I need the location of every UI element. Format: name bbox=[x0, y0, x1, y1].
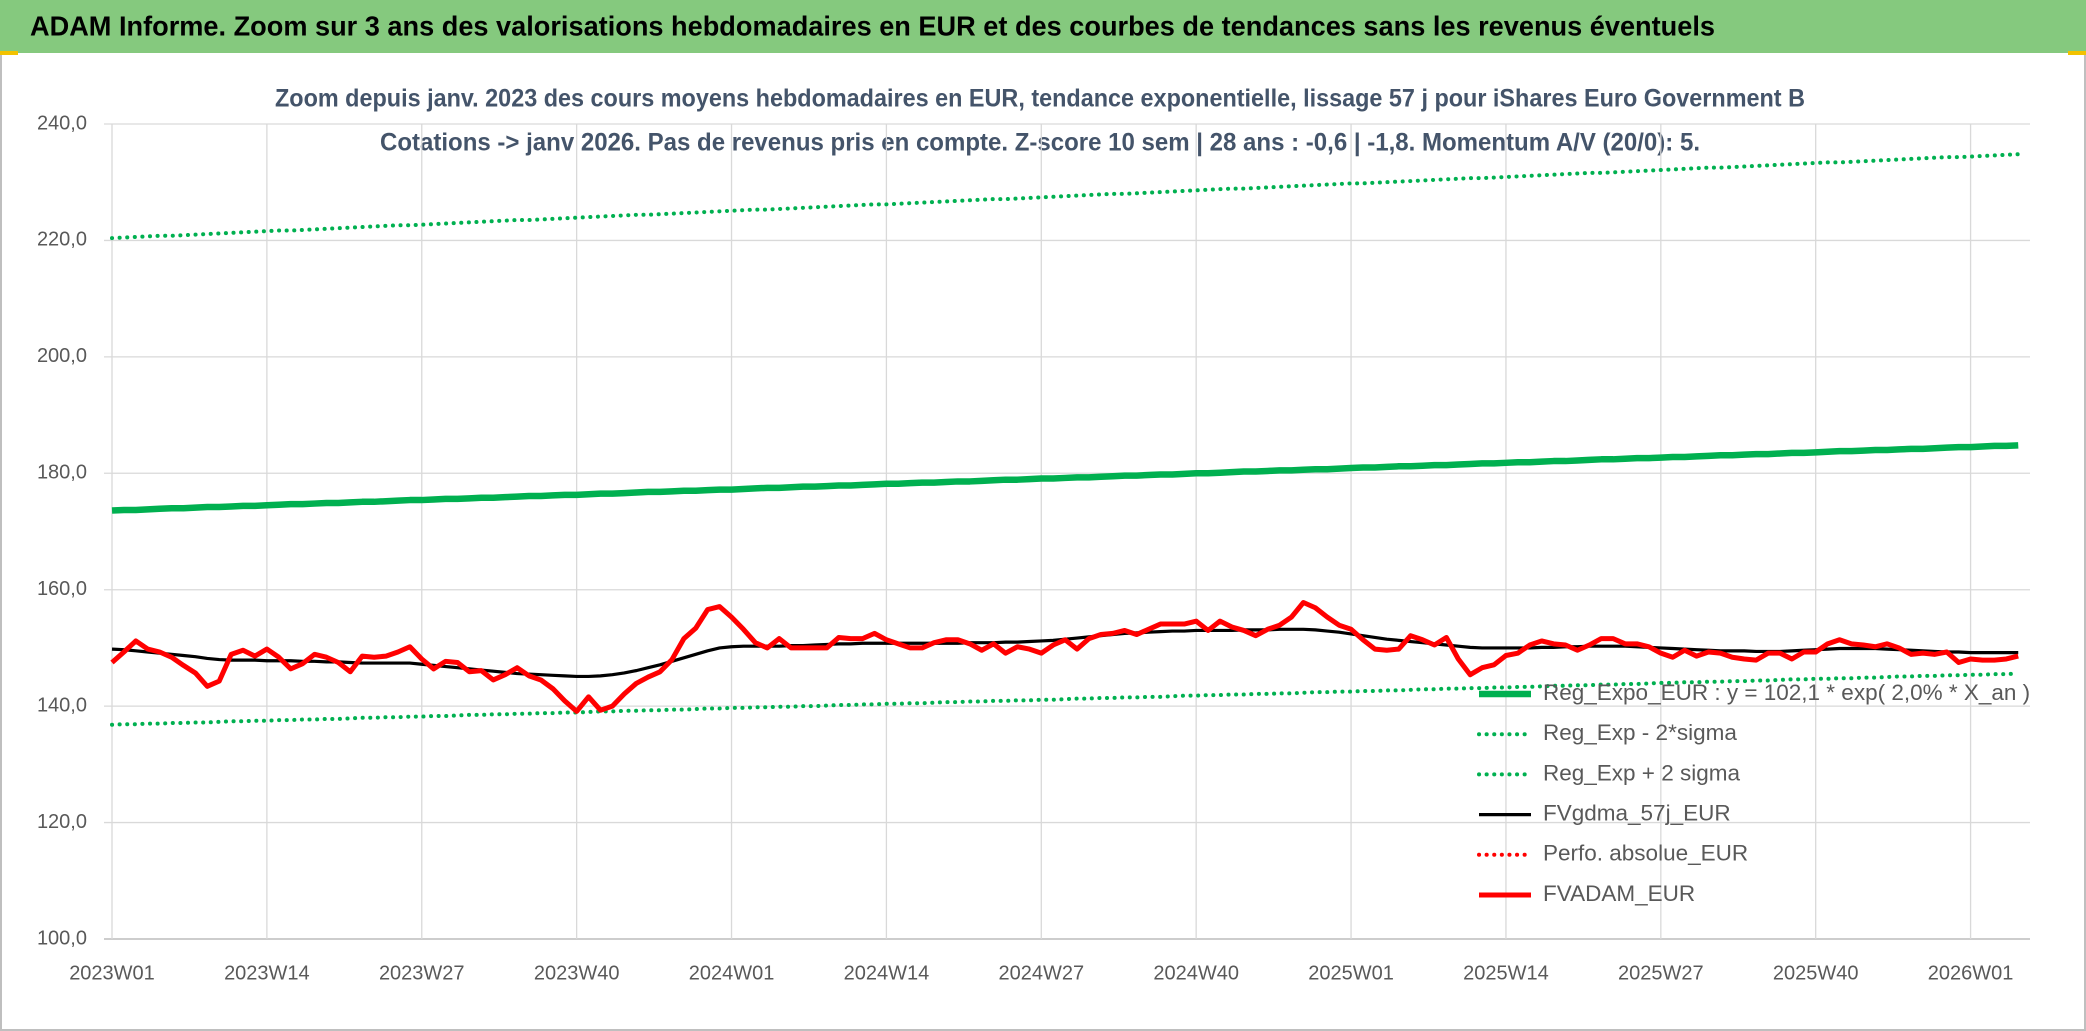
corner-accent bbox=[2068, 51, 2086, 55]
x-tick-label: 2025W14 bbox=[1463, 962, 1549, 984]
x-tick-label: 2024W40 bbox=[1153, 962, 1239, 984]
x-tick-label: 2025W01 bbox=[1308, 962, 1394, 984]
x-tick-label: 2025W27 bbox=[1618, 962, 1704, 984]
legend: Reg_Expo_EUR : y = 102,1 * exp( 2,0% * X… bbox=[1477, 680, 2030, 906]
plot-lines bbox=[110, 152, 2021, 727]
x-tick-label: 2024W14 bbox=[844, 962, 930, 984]
y-tick-label: 240,0 bbox=[37, 112, 87, 134]
x-tick-label: 2023W40 bbox=[534, 962, 620, 984]
chart-title: Zoom depuis janv. 2023 des cours moyens … bbox=[275, 85, 1805, 113]
y-tick-label: 120,0 bbox=[37, 811, 87, 833]
series-line bbox=[110, 671, 2021, 727]
series-line bbox=[110, 152, 2021, 241]
y-tick-label: 160,0 bbox=[37, 578, 87, 600]
grid: 100,0 120,0 140,0 160,0 180,0 200,0 220,0 240,0… bbox=[37, 112, 2030, 984]
x-tick-label: 2024W27 bbox=[998, 962, 1084, 984]
legend-label: Reg_Exp - 2*sigma bbox=[1543, 720, 1737, 745]
y-tick-label: 220,0 bbox=[37, 229, 87, 251]
legend-label: FVgdma_57j_EUR bbox=[1543, 801, 1731, 826]
series-line bbox=[110, 600, 2019, 714]
y-tick-label: 100,0 bbox=[37, 927, 87, 949]
x-tick-label: 2025W40 bbox=[1773, 962, 1859, 984]
legend-label: Perfo. absolue_EUR bbox=[1543, 841, 1748, 866]
series-line bbox=[111, 442, 2019, 514]
x-tick-label: 2023W14 bbox=[224, 962, 310, 984]
x-tick-label: 2023W27 bbox=[379, 962, 465, 984]
x-tick-label: 2026W01 bbox=[1928, 962, 2014, 984]
y-tick-label: 140,0 bbox=[37, 694, 87, 716]
legend-label: Reg_Expo_EUR : y = 102,1 * exp( 2,0% * X… bbox=[1543, 680, 2030, 705]
y-tick-label: 200,0 bbox=[37, 345, 87, 367]
header-bar bbox=[0, 0, 2086, 53]
y-tick-label: 180,0 bbox=[37, 462, 87, 484]
legend-label: FVADAM_EUR bbox=[1543, 881, 1695, 906]
legend-label: Reg_Exp + 2 sigma bbox=[1543, 760, 1740, 785]
corner-accent bbox=[0, 51, 18, 55]
chart-subtitle: Cotations -> janv 2026. Pas de revenus p… bbox=[380, 129, 1700, 157]
header-title: ADAM Informe. Zoom sur 3 ans des valoris… bbox=[30, 10, 1715, 41]
x-tick-label: 2024W01 bbox=[689, 962, 775, 984]
x-tick-label: 2023W01 bbox=[69, 962, 155, 984]
